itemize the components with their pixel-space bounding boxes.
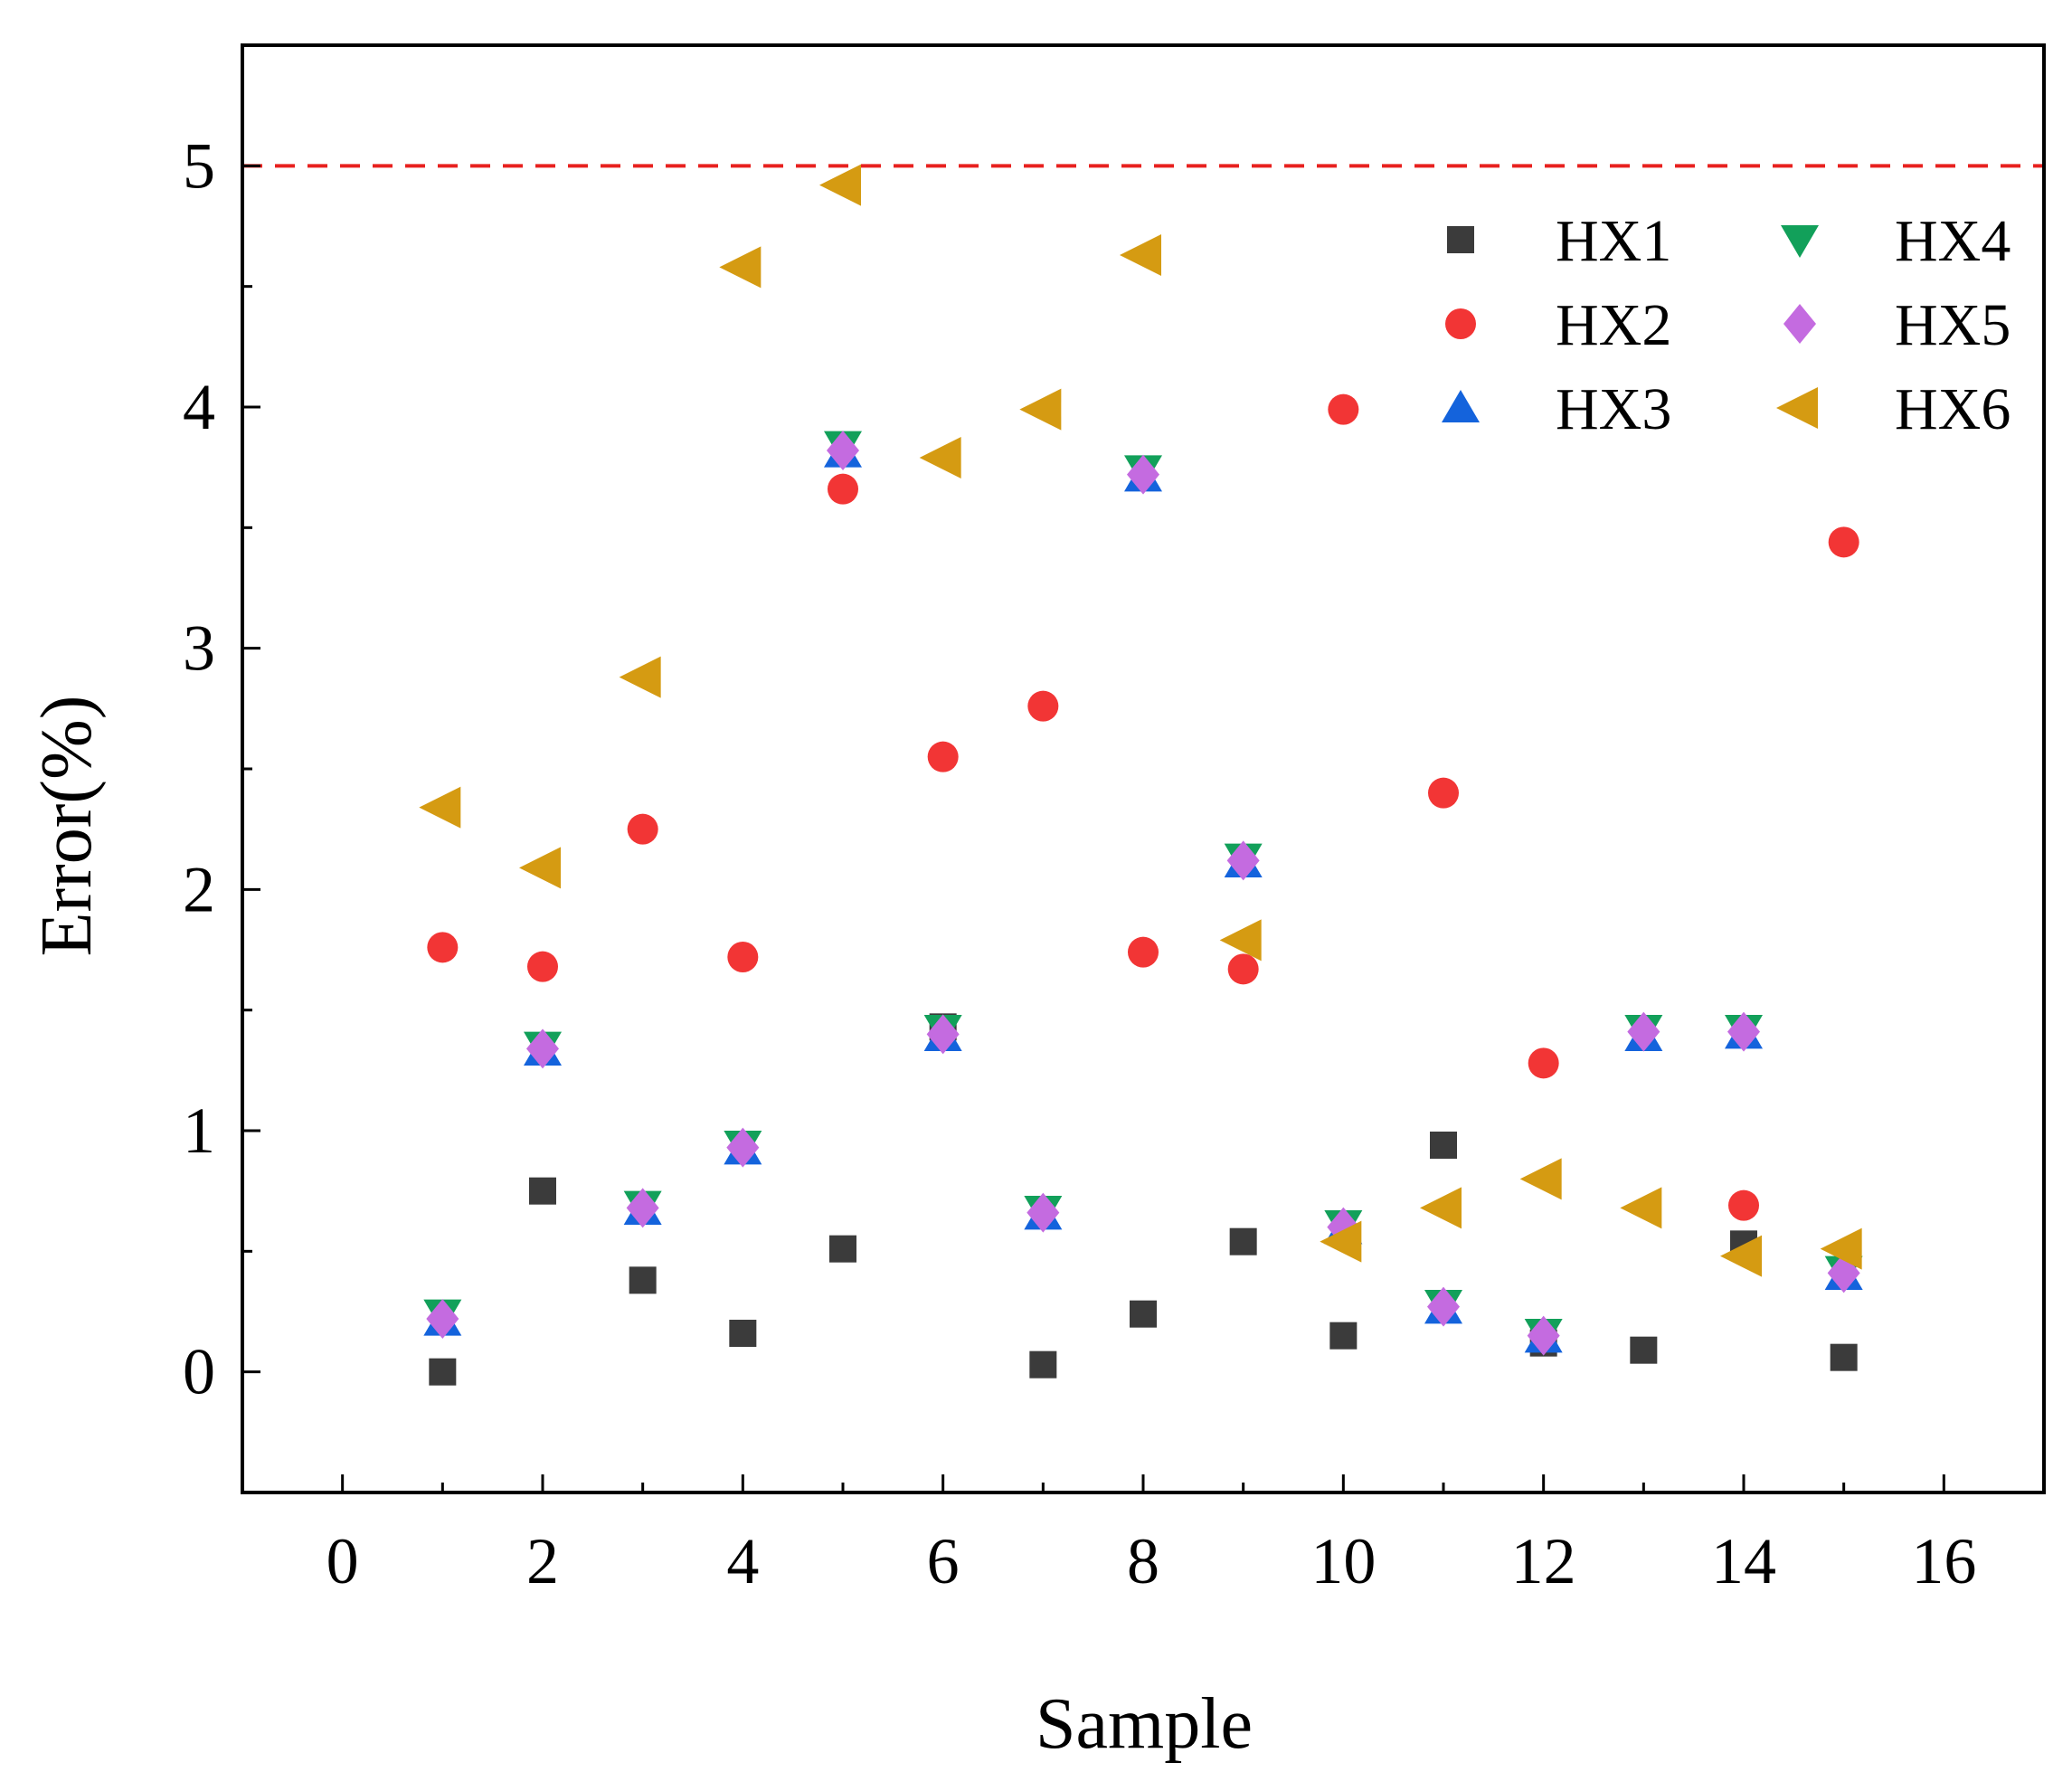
data-point-hx1 <box>1430 1132 1457 1159</box>
data-point-hx6 <box>1120 234 1161 276</box>
y-tick-label: 5 <box>183 129 215 202</box>
x-tick-label: 12 <box>1511 1525 1576 1597</box>
data-point-hx5 <box>526 1028 559 1069</box>
y-tick-label: 4 <box>183 371 215 443</box>
data-point-hx2 <box>1227 953 1259 985</box>
legend-marker-hx5 <box>1783 304 1816 344</box>
data-point-hx5 <box>1727 1011 1760 1052</box>
x-tick-label: 10 <box>1310 1525 1376 1597</box>
data-point-hx6 <box>1320 1220 1362 1263</box>
data-point-hx6 <box>1519 1158 1562 1200</box>
data-point-hx6 <box>819 164 861 206</box>
legend-marker-hx2 <box>1445 308 1476 339</box>
x-tick-label: 2 <box>526 1525 559 1597</box>
data-point-hx2 <box>1728 1189 1759 1221</box>
data-point-hx5 <box>1427 1286 1460 1327</box>
data-point-hx6 <box>419 786 461 829</box>
data-point-hx5 <box>626 1188 659 1228</box>
legend-label-hx2: HX2 <box>1556 292 1671 358</box>
x-tick-label: 4 <box>726 1525 759 1597</box>
legend-label-hx5: HX5 <box>1895 292 2011 358</box>
legend: HX1 HX2 HX3 HX4 HX5 HX6 <box>1442 208 2011 442</box>
data-point-hx6 <box>1620 1187 1662 1229</box>
legend-item-hx1: HX1 <box>1447 208 1671 274</box>
legend-label-hx4: HX4 <box>1895 208 2011 274</box>
legend-marker-hx3 <box>1442 390 1480 422</box>
data-point-hx2 <box>627 813 658 845</box>
data-point-hx5 <box>1827 1253 1860 1293</box>
data-point-hx1 <box>629 1266 657 1294</box>
legend-item-hx4: HX4 <box>1781 208 2011 274</box>
data-point-hx6 <box>1720 1235 1762 1277</box>
data-point-hx6 <box>1820 1227 1862 1270</box>
data-marks <box>419 164 1863 1386</box>
x-tick-label: 6 <box>927 1525 960 1597</box>
data-point-hx2 <box>727 942 759 972</box>
data-point-hx1 <box>1329 1322 1358 1350</box>
data-point-hx5 <box>1627 1011 1660 1052</box>
data-point-hx1 <box>1229 1227 1257 1256</box>
legend-marker-hx1 <box>1447 226 1474 253</box>
data-point-hx6 <box>1420 1187 1462 1229</box>
data-point-hx1 <box>529 1177 556 1205</box>
data-point-hx6 <box>919 437 961 479</box>
series-hx5 <box>426 431 1860 1356</box>
data-point-hx5 <box>1527 1315 1560 1356</box>
data-point-hx6 <box>719 246 762 289</box>
data-point-hx5 <box>1027 1192 1060 1233</box>
y-tick-label: 3 <box>183 612 215 685</box>
data-point-hx2 <box>828 473 858 505</box>
y-tick-label: 2 <box>183 853 215 925</box>
series-hx6 <box>419 164 1862 1277</box>
data-point-hx2 <box>1428 777 1459 809</box>
data-point-hx1 <box>1130 1300 1157 1328</box>
legend-item-hx5: HX5 <box>1783 292 2011 358</box>
data-point-hx1 <box>829 1235 856 1263</box>
data-point-hx1 <box>1830 1343 1858 1371</box>
data-point-hx2 <box>1027 690 1059 722</box>
data-point-hx5 <box>1226 840 1260 881</box>
y-axis-title: Error(%) <box>27 696 107 957</box>
data-point-hx6 <box>1219 919 1262 962</box>
x-tick-label: 16 <box>1911 1525 1976 1597</box>
x-tick-label: 14 <box>1711 1525 1776 1597</box>
legend-item-hx2: HX2 <box>1445 292 1671 358</box>
data-point-hx5 <box>1127 454 1159 495</box>
legend-item-hx3: HX3 <box>1442 376 1671 442</box>
x-axis-title: Sample <box>1036 1684 1253 1764</box>
x-tick-label: 0 <box>326 1525 359 1597</box>
data-point-hx2 <box>1528 1047 1559 1079</box>
data-point-hx1 <box>1630 1336 1658 1364</box>
data-point-hx6 <box>519 847 561 889</box>
data-point-hx2 <box>527 951 558 982</box>
data-point-hx5 <box>726 1127 760 1168</box>
data-point-hx6 <box>1019 388 1062 431</box>
data-point-hx2 <box>1328 393 1359 425</box>
legend-label-hx6: HX6 <box>1895 376 2011 442</box>
legend-label-hx1: HX1 <box>1556 208 1671 274</box>
legend-marker-hx6 <box>1776 387 1818 429</box>
series-hx2 <box>427 393 1859 1221</box>
y-tick-label: 0 <box>183 1336 215 1408</box>
data-point-hx1 <box>729 1320 757 1347</box>
data-point-hx5 <box>827 431 859 470</box>
legend-marker-hx4 <box>1781 225 1819 258</box>
data-point-hx2 <box>1828 526 1859 558</box>
y-tick-label: 1 <box>183 1094 215 1167</box>
legend-item-hx6: HX6 <box>1776 376 2011 442</box>
data-point-hx6 <box>619 656 661 698</box>
data-point-hx5 <box>926 1014 960 1055</box>
data-point-hx2 <box>1128 936 1159 968</box>
legend-label-hx3: HX3 <box>1556 376 1671 442</box>
data-point-hx5 <box>426 1299 459 1339</box>
series-hx1 <box>429 1013 1858 1386</box>
data-point-hx1 <box>429 1358 457 1386</box>
x-tick-label: 8 <box>1127 1525 1159 1597</box>
data-point-hx2 <box>427 932 459 963</box>
data-point-hx1 <box>1029 1350 1057 1379</box>
data-point-hx2 <box>927 741 959 772</box>
